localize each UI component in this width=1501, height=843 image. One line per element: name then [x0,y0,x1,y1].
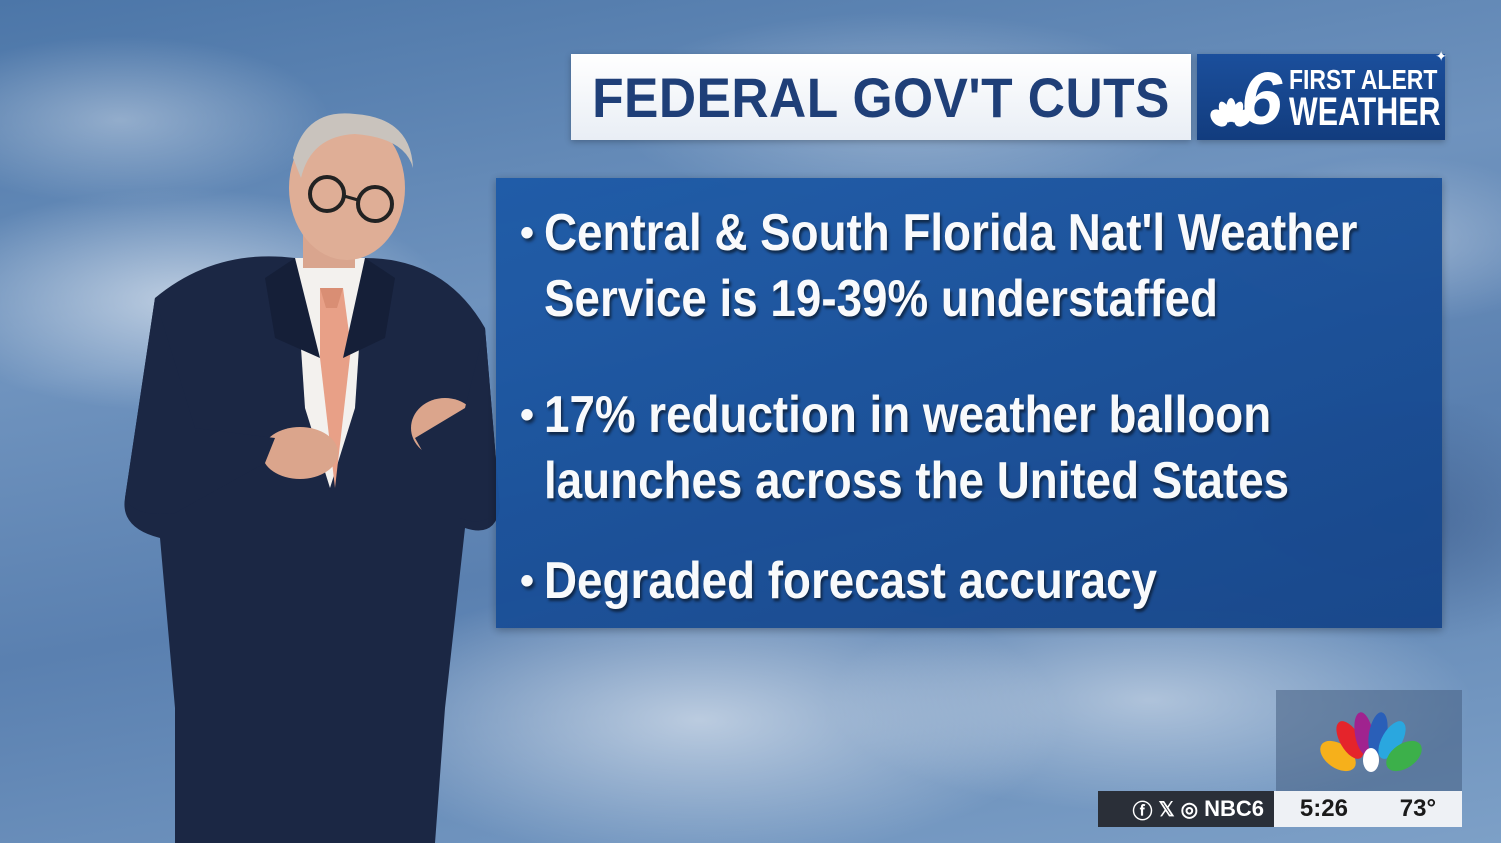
sparkle-icon: ✦ [1435,48,1447,64]
clock-time: 5:26 [1299,795,1348,822]
x-icon: 𝕏 [1158,798,1175,821]
instagram-icon: ◎ [1180,798,1199,821]
title: FEDERAL GOV'T CUTS [592,65,1170,129]
bullet-item: • Degraded forecast accuracy [510,548,1501,614]
brand-first-alert: FIRST ALERT [1289,64,1438,95]
first-alert-weather-logo: 6 FIRST ALERT WEATHER ✦ [1197,48,1447,140]
bullet-marker: • [519,211,534,255]
title-banner: FEDERAL GOV'T CUTS [571,54,1191,140]
bullet-item: • Central & South Florida Nat'l Weather … [510,200,1501,332]
nbc-peacock-icon [1320,712,1422,772]
nbc-logo-bug [1276,690,1462,791]
temperature: 73° [1399,795,1437,822]
facebook-icon: ⓕ [1132,800,1153,823]
brand-weather: WEATHER [1289,90,1441,134]
bullet-item: • 17% reduction in weather balloon launc… [510,382,1501,514]
peacock-icon [1210,98,1252,127]
bullet-panel: • Central & South Florida Nat'l Weather … [496,178,1442,628]
presenter [115,108,505,843]
social-block: ⓕ 𝕏 ◎ NBC6 [1098,791,1274,827]
ticker-bar: ⓕ 𝕏 ◎ NBC6 5:26 73° [1098,791,1462,827]
bullet-text: 17% reduction in weather balloon launche… [544,386,1290,510]
bullet-marker: • [519,393,534,437]
social-handle: NBC6 [1204,796,1264,821]
time-temp-block: 5:26 73° [1274,791,1462,827]
bullet-marker: • [519,559,534,603]
channel-number: 6 [1241,57,1283,140]
bullet-text: Degraded forecast accuracy [544,552,1157,610]
bullet-text: Central & South Florida Nat'l Weather Se… [544,204,1358,328]
